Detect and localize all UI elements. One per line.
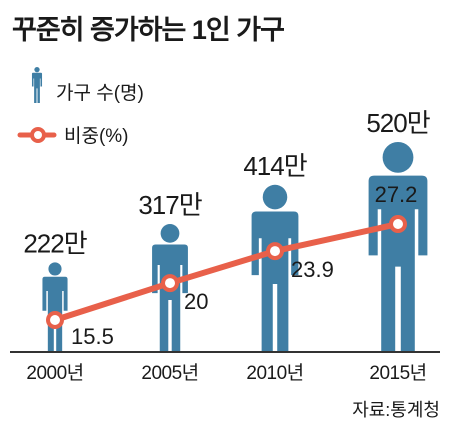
line-marker-icon <box>17 127 57 143</box>
ratio-label-2: 20 <box>184 289 208 314</box>
count-label-1: 222만 <box>23 228 86 258</box>
ratio-label-4: 27.2 <box>375 182 418 207</box>
x-tick-label-4: 2015년 <box>369 362 426 384</box>
legend-label-count: 가구 수(명) <box>56 82 144 104</box>
ratio-label-3: 23.9 <box>291 257 334 282</box>
x-tick-labels: 2000년 2005년 2010년 2015년 <box>26 362 427 384</box>
ratio-label-1: 15.5 <box>71 324 114 349</box>
ratio-point-3 <box>266 242 284 261</box>
pictogram-4 <box>368 142 428 352</box>
chart-title: 꾸준히 증가하는 1인 가구 <box>12 15 285 45</box>
count-labels: 222만 317만 414만 520만 <box>23 108 430 258</box>
pictogram-2 <box>152 223 188 352</box>
pictogram-1 <box>42 262 68 352</box>
count-label-3: 414만 <box>243 151 306 181</box>
x-tick-label-3: 2010년 <box>246 362 303 384</box>
ratio-point-1 <box>46 311 64 329</box>
x-tick-label-1: 2000년 <box>26 362 83 384</box>
legend-label-ratio: 비중(%) <box>64 125 129 147</box>
pictogram-series <box>42 142 428 352</box>
count-label-4: 520만 <box>366 108 429 138</box>
ratio-point-4 <box>389 215 407 233</box>
ratio-labels: 15.5 20 23.9 27.2 <box>71 182 417 349</box>
legend-person-figure <box>31 67 43 103</box>
ratio-line <box>52 221 401 323</box>
legend: 가구 수(명) 비중(%) <box>17 67 144 147</box>
ratio-point-2 <box>161 274 179 293</box>
ratio-line-series <box>46 215 407 329</box>
source-note: 자료:통계청 <box>352 400 440 420</box>
count-label-2: 317만 <box>138 190 201 220</box>
person-icon <box>31 67 43 103</box>
x-tick-label-2: 2005년 <box>141 362 198 384</box>
